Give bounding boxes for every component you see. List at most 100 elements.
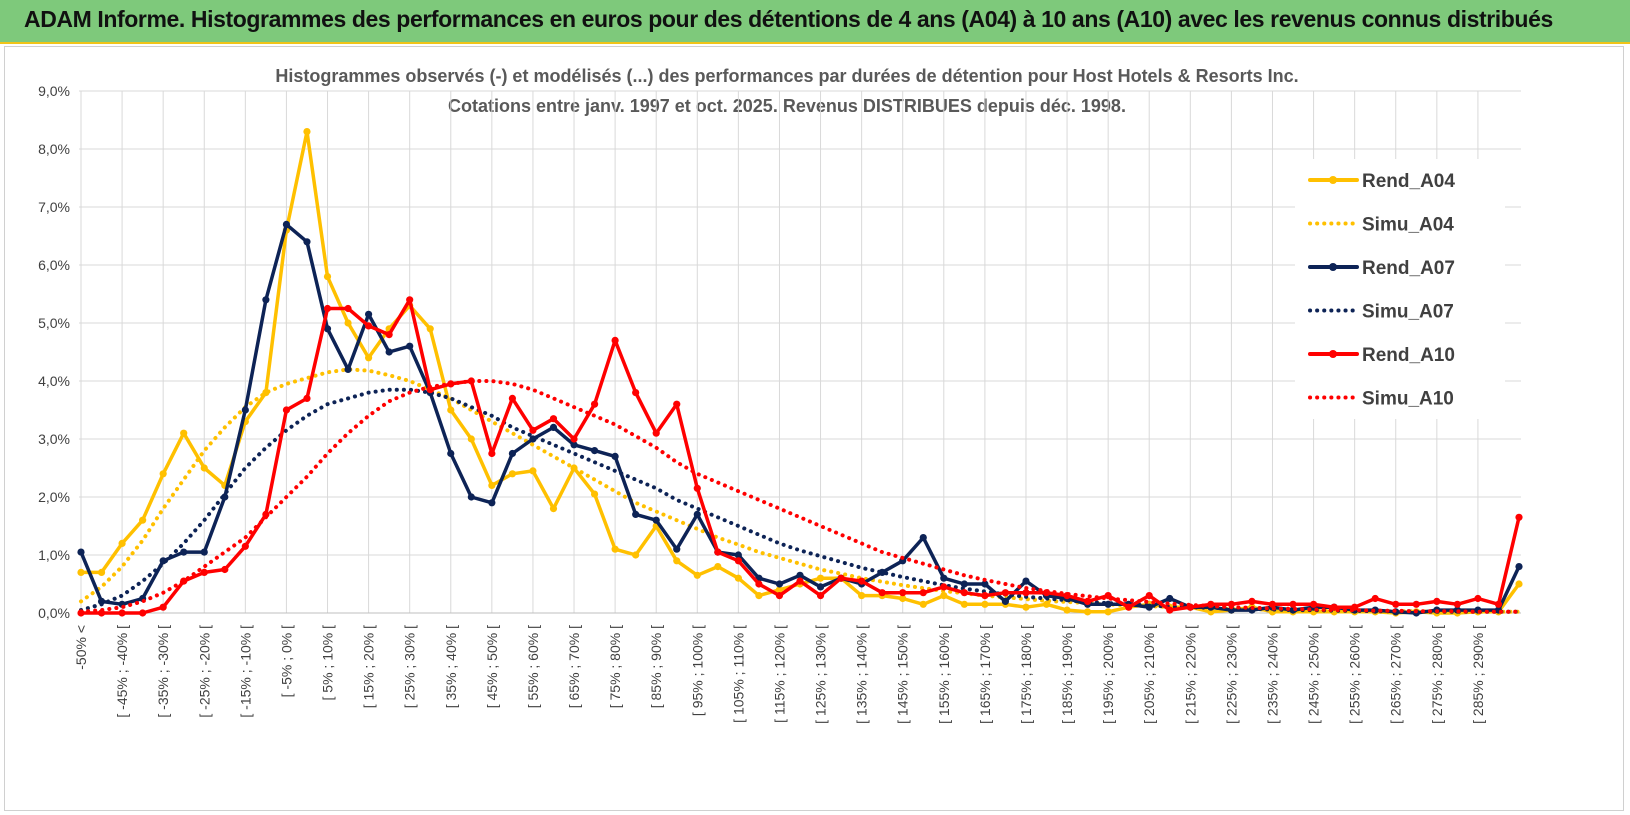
data-point-rend-a10	[796, 577, 804, 585]
x-tick-label: [ -5% ; 0% [	[278, 625, 294, 697]
data-point-rend-a10	[1166, 606, 1174, 614]
y-tick-label: 4,0%	[38, 373, 70, 389]
data-point-rend-a10	[590, 400, 599, 408]
data-point-rend-a04	[118, 539, 126, 547]
data-point-rend-a10	[549, 415, 558, 423]
y-tick-label: 6,0%	[38, 257, 70, 273]
data-point-rend-a07	[960, 580, 968, 588]
data-point-rend-a04	[1084, 608, 1092, 616]
x-tick-label: [ 5% ; 10% [	[320, 625, 336, 701]
data-point-rend-a07	[693, 510, 701, 518]
data-point-rend-a10	[1084, 597, 1092, 606]
x-tick-label: [ 75% ; 80% [	[607, 625, 623, 708]
data-point-rend-a10	[1392, 600, 1400, 608]
data-point-rend-a10	[1453, 600, 1461, 608]
data-point-rend-a10	[611, 336, 619, 344]
data-point-rend-a04	[549, 505, 558, 513]
y-tick-label: 8,0%	[38, 141, 70, 157]
y-tick-label: 1,0%	[38, 547, 70, 563]
data-point-rend-a10	[323, 304, 332, 313]
data-point-rend-a07	[180, 548, 188, 556]
data-point-rend-a07	[200, 548, 208, 556]
data-point-rend-a10	[693, 484, 701, 492]
data-point-rend-a04	[940, 592, 948, 600]
data-point-rend-a07	[467, 493, 475, 501]
data-point-rend-a07	[775, 580, 784, 588]
y-tick-label: 9,0%	[38, 83, 70, 99]
data-point-rend-a04	[919, 600, 927, 608]
x-tick-label: [ 245% ; 250% [	[1306, 625, 1322, 724]
legend-marker-rend-a10	[1329, 350, 1337, 358]
data-point-rend-a07	[488, 499, 496, 507]
data-point-rend-a04	[816, 574, 825, 582]
x-tick-label: [ 215% ; 220% [	[1182, 625, 1198, 724]
chart-title-line1: Histogrammes observés (-) et modélisés (…	[275, 66, 1298, 86]
report-title: ADAM Informe. Histogrammes des performan…	[24, 6, 1553, 32]
chart-legend: Rend_A04 Simu_A04 Rend_A07 Simu_A07 Rend_A10…	[1295, 159, 1505, 419]
data-point-rend-a04	[960, 600, 968, 608]
data-point-rend-a07	[816, 583, 825, 591]
y-axis-ticks: 0,0% 1,0% 2,0% 3,0% 4,0% 5,0% 6,0% 7,0% 8,0% 9,0%	[38, 83, 70, 621]
chart-title-line2: Cotations entre janv. 1997 et oct. 2025.…	[448, 96, 1126, 116]
data-point-rend-a04	[303, 128, 311, 136]
data-point-rend-a07	[508, 449, 516, 458]
data-point-rend-a10	[652, 429, 660, 437]
x-tick-label: [ 115% ; 120% [	[771, 625, 787, 723]
data-point-rend-a10	[365, 322, 373, 330]
data-point-rend-a04	[1515, 580, 1523, 588]
data-point-rend-a04	[611, 545, 619, 553]
data-point-rend-a04	[693, 571, 701, 579]
data-point-rend-a07	[652, 516, 660, 524]
data-point-rend-a10	[858, 577, 866, 585]
series-line-simu-a10	[79, 379, 1521, 614]
y-tick-label: 7,0%	[38, 199, 70, 215]
x-tick-label: [ 45% ; 50% [	[484, 625, 500, 708]
data-point-rend-a07	[1001, 597, 1010, 606]
data-point-rend-a10	[1371, 594, 1379, 603]
data-point-rend-a04	[981, 600, 989, 608]
report-banner: ADAM Informe. Histogrammes des performan…	[0, 0, 1630, 44]
data-point-rend-a10	[1433, 597, 1441, 606]
data-point-rend-a07	[796, 571, 804, 579]
data-point-rend-a07	[981, 580, 989, 588]
x-tick-label: [ 95% ; 100% [	[689, 625, 705, 716]
data-point-rend-a07	[344, 365, 352, 373]
data-point-rend-a07	[385, 348, 393, 356]
data-point-rend-a10	[1309, 600, 1318, 608]
data-point-rend-a10	[344, 304, 352, 313]
x-tick-label: [ 175% ; 180% [	[1018, 625, 1034, 724]
data-point-rend-a10	[734, 557, 742, 565]
data-point-rend-a07	[673, 545, 681, 553]
x-tick-label: -50% <	[73, 625, 89, 670]
data-point-rend-a10	[1145, 592, 1153, 600]
data-point-rend-a04	[180, 429, 188, 437]
data-point-rend-a04	[488, 481, 496, 489]
data-point-rend-a04	[1104, 608, 1112, 616]
data-point-rend-a07	[262, 296, 270, 304]
data-point-rend-a04	[529, 467, 537, 475]
data-point-rend-a10	[139, 609, 147, 617]
data-point-rend-a10	[878, 589, 886, 597]
data-point-rend-a10	[816, 592, 825, 600]
data-point-rend-a10	[899, 589, 907, 597]
x-tick-label: [ 195% ; 200% [	[1100, 625, 1116, 724]
legend-marker-rend-a04	[1329, 176, 1337, 184]
x-tick-label: [ -15% ; -10% [	[237, 625, 253, 718]
data-point-rend-a04	[1063, 606, 1071, 614]
data-point-rend-a10	[981, 592, 989, 600]
chart-series	[77, 128, 1523, 617]
data-point-rend-a07	[1515, 563, 1523, 571]
legend-label-simu-a10: Simu_A10	[1362, 389, 1454, 410]
data-point-rend-a10	[1515, 513, 1523, 521]
x-tick-label: [ 55% ; 60% [	[525, 625, 541, 708]
data-point-rend-a10	[385, 331, 393, 339]
series-line-simu-a04	[79, 367, 1521, 614]
x-tick-label: [ 255% ; 260% [	[1347, 625, 1363, 724]
data-point-rend-a10	[1022, 589, 1030, 597]
data-point-rend-a10	[508, 394, 516, 402]
legend-background	[1295, 159, 1505, 419]
legend-label-rend-a07: Rend_A07	[1362, 258, 1455, 279]
data-point-rend-a07	[282, 220, 291, 228]
x-tick-label: [ 15% ; 20% [	[361, 625, 377, 708]
data-point-rend-a10	[1001, 589, 1010, 597]
